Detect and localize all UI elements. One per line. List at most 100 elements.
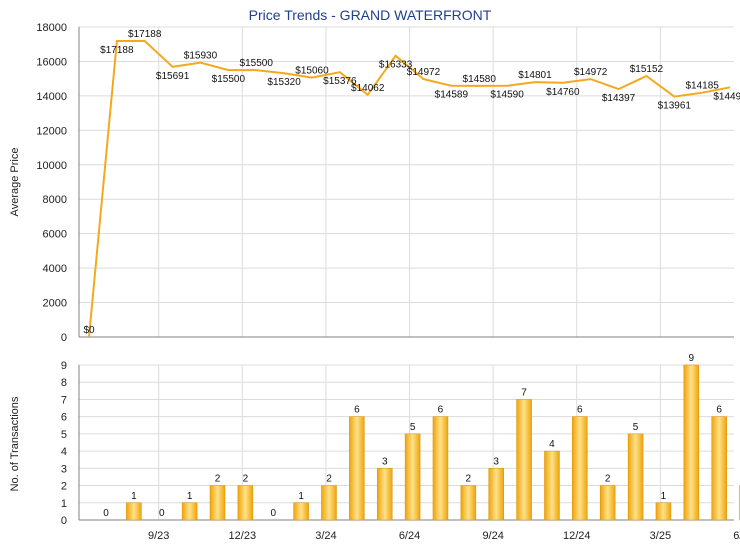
- transactions-y-tick-label: 5: [61, 429, 67, 441]
- transaction-data-label: 3: [493, 456, 499, 467]
- price-data-label: $15500: [240, 58, 274, 69]
- transaction-data-label: 6: [438, 405, 444, 416]
- transaction-bar: [544, 450, 560, 521]
- transaction-data-label: 1: [131, 491, 137, 502]
- x-tick-label: 12/23: [229, 530, 257, 542]
- transaction-data-label: 0: [159, 508, 165, 519]
- price-data-label: $14590: [490, 90, 524, 101]
- x-tick-label: 9/24: [482, 530, 503, 542]
- transactions-y-tick-label: 1: [61, 498, 67, 510]
- transaction-bar: [683, 364, 700, 521]
- price-y-tick-label: 18000: [36, 22, 67, 34]
- transaction-data-label: 9: [689, 353, 695, 364]
- price-data-label: $14580: [463, 74, 497, 85]
- transaction-bar: [711, 416, 727, 521]
- x-tick-label: 3/25: [650, 530, 671, 542]
- price-data-label: $13961: [658, 101, 692, 112]
- transaction-data-label: 5: [410, 422, 416, 433]
- transaction-data-label: 1: [298, 491, 304, 502]
- transaction-bar: [293, 502, 309, 521]
- x-tick-label: 6/24: [399, 530, 420, 542]
- price-y-tick-label: 8000: [43, 194, 67, 206]
- transaction-data-label: 0: [103, 508, 109, 519]
- transaction-bar: [237, 485, 254, 521]
- price-data-label: $14185: [686, 81, 720, 92]
- price-data-label: $17188: [128, 29, 162, 40]
- transactions-y-tick-label: 6: [61, 412, 67, 424]
- transaction-data-label: 0: [270, 508, 276, 519]
- price-data-label: $14972: [407, 67, 441, 78]
- price-data-label: $15691: [156, 71, 190, 82]
- price-data-label: $17188: [100, 45, 134, 56]
- price-data-label: $15930: [184, 51, 218, 62]
- transaction-data-label: 3: [382, 456, 388, 467]
- transactions-y-tick-label: 7: [61, 394, 67, 406]
- price-y-tick-label: 6000: [43, 229, 67, 241]
- price-data-label: $14062: [351, 83, 385, 94]
- transaction-bar: [572, 416, 588, 521]
- price-data-label: $15152: [630, 64, 664, 75]
- transaction-data-label: 6: [716, 405, 722, 416]
- price-data-label: $14497: [713, 91, 740, 102]
- price-y-tick-label: 14000: [36, 91, 67, 103]
- price-data-label: $14972: [574, 67, 608, 78]
- transaction-bar: [599, 485, 616, 521]
- transaction-bar: [627, 433, 644, 521]
- price-data-label: $16333: [379, 60, 413, 71]
- transactions-y-tick-label: 0: [61, 515, 67, 527]
- price-y-ticks: 0 2000 4000 6000 8000 10000 12000 14000 16000 180…: [36, 22, 67, 344]
- transaction-data-label: 6: [577, 405, 583, 416]
- transaction-bar: [376, 468, 393, 521]
- transactions-y-axis-label: No. of Transactions: [9, 396, 21, 491]
- price-y-tick-label: 10000: [36, 160, 67, 172]
- price-data-label: $14589: [435, 90, 469, 101]
- transactions-y-tick-label: 9: [61, 360, 67, 372]
- transaction-data-label: 4: [549, 439, 555, 450]
- x-tick-label: 3/24: [315, 530, 336, 542]
- price-data-label: $15060: [295, 66, 329, 77]
- chart-title: Price Trends - GRAND WATERFRONT: [249, 7, 492, 23]
- transaction-bar: [460, 485, 477, 521]
- transaction-bar: [404, 433, 421, 521]
- x-tick-label: 6/25: [733, 530, 740, 542]
- x-axis-ticks: 9/23 12/23 3/24 6/24 9/24 12/24 3/25 6/25: [148, 530, 740, 542]
- transaction-bar: [209, 485, 226, 521]
- transaction-data-label: 2: [243, 474, 249, 485]
- transaction-bar: [181, 502, 198, 521]
- transaction-bar: [655, 502, 672, 521]
- price-data-label: $15320: [267, 77, 301, 88]
- price-grid: [78, 26, 734, 338]
- price-y-tick-label: 2000: [43, 298, 67, 310]
- transaction-data-label: 6: [354, 405, 360, 416]
- transaction-bar: [516, 399, 532, 521]
- transactions-y-tick-label: 4: [61, 446, 67, 458]
- transaction-data-label: 2: [215, 474, 221, 485]
- transaction-data-label: 1: [187, 491, 193, 502]
- price-data-label: $14801: [518, 70, 552, 81]
- price-data-labels: $0 $17188 $17188 $15691 $15930 $15500 $15500 $1…: [83, 29, 740, 336]
- transactions-y-tick-label: 2: [61, 481, 67, 493]
- transaction-data-label: 2: [466, 474, 472, 485]
- transaction-bar: [488, 468, 504, 521]
- transaction-data-labels: 010122012635623746251962: [103, 353, 722, 519]
- price-y-tick-label: 12000: [36, 125, 67, 137]
- price-series-line: [88, 40, 731, 338]
- price-data-label: $14397: [602, 93, 636, 104]
- price-y-tick-label: 4000: [43, 263, 67, 275]
- price-y-tick-label: 16000: [36, 56, 67, 68]
- x-tick-label: 12/24: [563, 530, 591, 542]
- transaction-bar: [321, 485, 337, 521]
- transactions-y-tick-label: 3: [61, 463, 67, 475]
- transaction-data-label: 5: [633, 422, 639, 433]
- price-data-label: $0: [83, 325, 95, 336]
- transaction-bar: [349, 416, 365, 521]
- transaction-data-label: 2: [326, 474, 332, 485]
- transaction-bar: [126, 502, 142, 521]
- transaction-bars: [126, 364, 740, 521]
- price-data-label: $15500: [212, 74, 246, 85]
- transaction-data-label: 1: [661, 491, 667, 502]
- transaction-data-label: 7: [521, 387, 527, 398]
- price-data-label: $14760: [546, 87, 580, 98]
- price-y-axis-label: Average Price: [9, 148, 21, 217]
